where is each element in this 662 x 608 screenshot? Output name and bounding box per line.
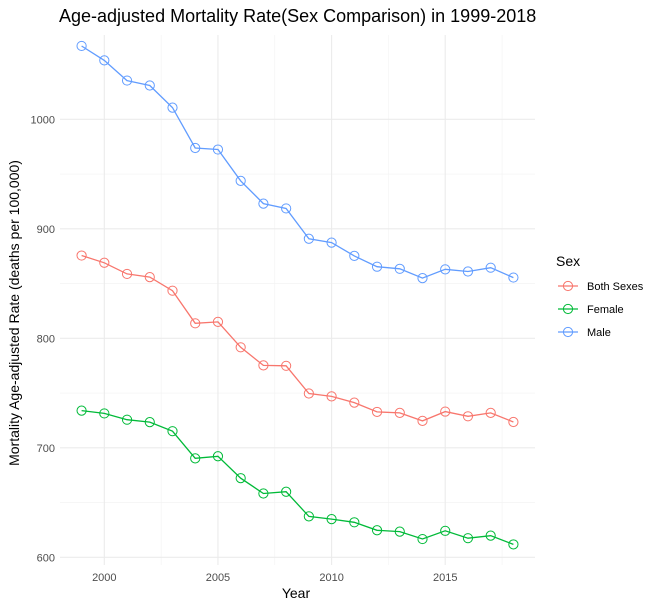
series-line-female — [81, 409, 514, 546]
legend-key-marker — [562, 326, 574, 338]
data-point-both-sexes — [326, 391, 337, 402]
data-point-female — [76, 405, 87, 416]
data-point-male — [121, 75, 133, 86]
data-point-female — [508, 539, 519, 550]
data-point-both-sexes — [167, 285, 178, 296]
data-point-female — [440, 525, 451, 536]
data-point-male — [144, 80, 155, 91]
y-tick-label: 800 — [37, 333, 55, 345]
data-point-female — [281, 486, 292, 497]
data-point-female — [235, 473, 246, 484]
data-point-both-sexes — [303, 388, 314, 399]
data-point-male — [99, 55, 110, 66]
data-point-male — [508, 272, 519, 283]
x-tick-label: 2005 — [206, 572, 230, 584]
legend-key-marker — [562, 303, 574, 315]
legend-label: Male — [587, 327, 611, 339]
legend-item-male: Male — [558, 326, 611, 339]
legend-item-female: Female — [558, 303, 624, 316]
chart-title: Age-adjusted Mortality Rate(Sex Comparis… — [59, 6, 536, 26]
y-tick-label: 900 — [37, 224, 55, 236]
data-point-male — [190, 142, 201, 154]
data-point-male — [485, 262, 496, 273]
data-point-male — [212, 144, 224, 155]
y-tick-label: 700 — [37, 443, 55, 455]
legend-item-both-sexes: Both Sexes — [558, 280, 644, 293]
data-point-both-sexes — [212, 316, 224, 328]
data-point-both-sexes — [258, 360, 269, 371]
tick-labels: 600 700 800 900 1000 2000 2005 2010 2015 — [31, 114, 458, 584]
y-tick-label: 1000 — [31, 114, 55, 126]
legend-label: Female — [587, 304, 624, 316]
data-point-both-sexes — [76, 250, 87, 261]
data-point-female — [258, 488, 269, 499]
data-point-male — [394, 263, 405, 274]
data-point-female — [485, 530, 496, 541]
data-point-female — [190, 453, 201, 464]
series-both-sexes — [76, 250, 519, 428]
data-point-both-sexes — [281, 360, 292, 371]
data-point-female — [349, 517, 360, 528]
data-point-both-sexes — [349, 397, 360, 408]
data-point-female — [99, 408, 110, 419]
data-point-female — [394, 526, 405, 537]
data-point-male — [349, 250, 360, 261]
data-point-male — [371, 261, 383, 272]
y-tick-label: 600 — [37, 552, 55, 564]
y-axis-label: Mortality Age-adjusted Rate (deaths per … — [6, 160, 22, 466]
data-point-female — [371, 525, 383, 536]
grid — [60, 35, 535, 565]
data-point-male — [326, 237, 337, 248]
legend: Sex Both Sexes Female Male — [556, 253, 644, 339]
data-point-both-sexes — [190, 318, 201, 329]
data-point-male — [440, 264, 451, 275]
x-tick-label: 2015 — [433, 572, 457, 584]
data-point-female — [167, 426, 178, 437]
data-point-female — [144, 416, 155, 428]
data-point-male — [76, 40, 87, 52]
data-point-male — [417, 272, 428, 284]
data-point-both-sexes — [235, 342, 246, 353]
legend-label: Both Sexes — [587, 281, 644, 293]
series-layer — [76, 40, 519, 550]
data-point-female — [303, 511, 314, 522]
data-point-male — [258, 198, 269, 209]
data-point-both-sexes — [371, 406, 383, 418]
data-point-both-sexes — [508, 416, 519, 428]
data-point-both-sexes — [417, 415, 428, 426]
legend-key-marker — [562, 280, 574, 292]
data-point-both-sexes — [440, 406, 451, 417]
data-point-female — [462, 533, 474, 544]
legend-title: Sex — [556, 253, 580, 269]
data-point-male — [303, 233, 314, 244]
data-point-both-sexes — [485, 407, 496, 418]
data-point-male — [462, 266, 474, 277]
series-female — [76, 405, 519, 550]
data-point-both-sexes — [394, 407, 405, 418]
data-point-both-sexes — [462, 411, 474, 422]
data-point-both-sexes — [121, 268, 133, 280]
data-point-both-sexes — [99, 257, 110, 268]
data-point-male — [281, 203, 292, 214]
x-tick-label: 2000 — [92, 572, 116, 584]
data-point-male — [167, 102, 178, 113]
series-male — [76, 40, 519, 284]
x-axis-label: Year — [282, 585, 311, 601]
series-line-male — [81, 45, 514, 279]
data-point-female — [417, 533, 428, 545]
data-point-female — [121, 414, 133, 425]
data-point-female — [326, 514, 337, 525]
data-point-both-sexes — [144, 272, 155, 283]
x-tick-label: 2010 — [319, 572, 343, 584]
data-point-female — [212, 451, 224, 462]
data-point-male — [235, 175, 246, 186]
